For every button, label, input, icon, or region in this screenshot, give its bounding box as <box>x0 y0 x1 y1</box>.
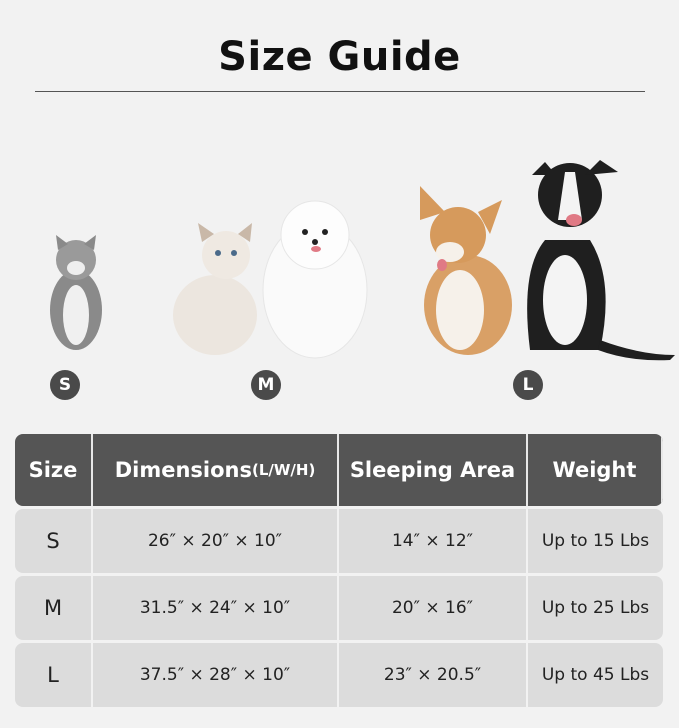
title-divider <box>35 91 645 92</box>
cell-sleeping-area: 23″ × 20.5″ <box>339 643 528 707</box>
table-row: M 31.5″ × 24″ × 10″ 20″ × 16″ Up to 25 L… <box>15 576 663 640</box>
border-collie-image <box>527 160 675 361</box>
header-dimensions-label: Dimensions <box>114 458 252 482</box>
corgi-image <box>420 186 512 355</box>
size-table: Size Dimensions (L/W/H) Sleeping Area Wei… <box>15 434 663 710</box>
header-dimensions-unit: (L/W/H) <box>251 461 316 479</box>
pets-illustration <box>50 160 675 361</box>
cell-sleeping-area: 20″ × 16″ <box>339 576 528 640</box>
cell-weight: Up to 15 Lbs <box>541 531 650 551</box>
table-row: L 37.5″ × 28″ × 10″ 23″ × 20.5″ Up to 45… <box>15 643 663 707</box>
cell-dimensions: 31.5″ × 24″ × 10″ <box>93 576 339 640</box>
cell-size: S <box>15 509 93 573</box>
white-cat-image <box>173 223 257 355</box>
table-header-row: Size Dimensions (L/W/H) Sleeping Area Wei… <box>15 434 663 506</box>
header-dimensions: Dimensions (L/W/H) <box>93 434 339 506</box>
cell-dimensions: 37.5″ × 28″ × 10″ <box>93 643 339 707</box>
pomeranian-image <box>262 200 368 359</box>
size-badge-s: S <box>50 370 80 400</box>
cell-size: L <box>15 643 93 707</box>
cell-size: M <box>15 576 93 640</box>
header-sleeping-area: Sleeping Area <box>339 434 528 506</box>
table-row: S 26″ × 20″ × 10″ 14″ × 12″ Up to 15 Lbs <box>15 509 663 573</box>
cell-weight: Up to 25 Lbs <box>541 598 650 618</box>
header-weight: Weight <box>528 434 663 506</box>
size-badge-l: L <box>513 370 543 400</box>
cell-sleeping-area: 14″ × 12″ <box>339 509 528 573</box>
tabby-cat-image <box>50 235 102 350</box>
header-size: Size <box>15 434 93 506</box>
size-badge-m: M <box>251 370 281 400</box>
cell-weight: Up to 45 Lbs <box>541 665 650 685</box>
page-title: Size Guide <box>218 34 461 80</box>
cell-dimensions: 26″ × 20″ × 10″ <box>93 509 339 573</box>
